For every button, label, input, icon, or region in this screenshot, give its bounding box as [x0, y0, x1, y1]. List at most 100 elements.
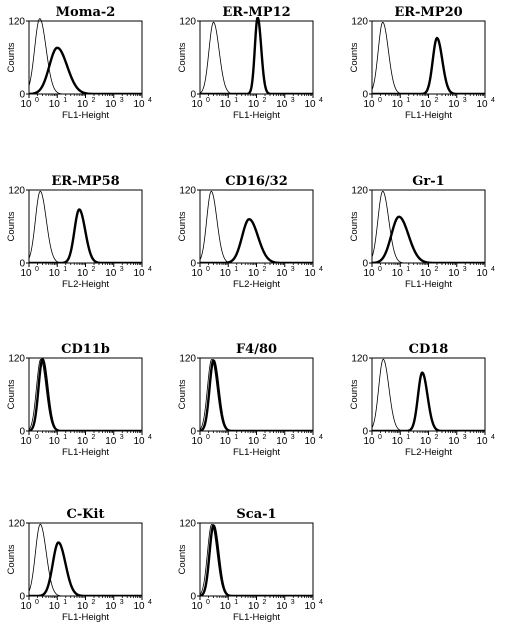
- y-axis-label: Counts: [177, 379, 188, 409]
- x-tick-exponent: 1: [63, 97, 67, 104]
- x-tick-label: 10: [420, 268, 432, 279]
- stained-histogram-curve: [200, 524, 313, 596]
- panel-title: Moma-2: [56, 5, 116, 20]
- y-axis-label: Counts: [177, 544, 188, 574]
- x-tick-label: 10: [304, 268, 316, 279]
- x-tick-exponent: 3: [120, 266, 124, 273]
- x-tick-exponent: 0: [206, 266, 210, 273]
- x-tick-label: 10: [105, 99, 117, 110]
- y-axis-label: Counts: [6, 211, 17, 241]
- x-tick-label: 10: [304, 601, 316, 612]
- stained-histogram-curve: [29, 46, 142, 94]
- x-tick-label: 10: [392, 99, 404, 110]
- y-tick-label: 0: [19, 90, 25, 101]
- control-histogram-curve: [29, 190, 142, 263]
- panel-title: Sca-1: [236, 507, 276, 522]
- plot-frame: [371, 189, 486, 264]
- x-tick-exponent: 0: [206, 599, 210, 606]
- x-tick-exponent: 0: [35, 599, 39, 606]
- x-tick-exponent: 3: [291, 266, 295, 273]
- control-histogram-curve: [29, 18, 142, 94]
- x-tick-label: 10: [363, 268, 375, 279]
- y-axis-label: Counts: [6, 544, 17, 574]
- y-axis-label: Counts: [177, 211, 188, 241]
- y-axis-label: Counts: [349, 211, 360, 241]
- panel-title: CD11b: [61, 342, 110, 357]
- x-tick-exponent: 4: [319, 599, 323, 606]
- x-tick-label: 10: [49, 601, 61, 612]
- x-tick-exponent: 0: [35, 434, 39, 441]
- x-tick-exponent: 4: [491, 97, 495, 104]
- y-tick-label: 120: [8, 186, 25, 197]
- y-axis-label: Counts: [177, 42, 188, 72]
- panel-title: F4/80: [236, 342, 277, 357]
- x-axis-label: FL1-Height: [62, 110, 109, 121]
- x-tick-label: 10: [392, 268, 404, 279]
- x-tick-label: 10: [448, 436, 460, 447]
- x-tick-exponent: 3: [120, 434, 124, 441]
- panel-title: CD18: [409, 342, 449, 357]
- x-tick-label: 10: [77, 99, 89, 110]
- x-tick-label: 10: [220, 436, 232, 447]
- control-histogram-curve: [200, 358, 313, 431]
- x-tick-label: 10: [191, 601, 203, 612]
- x-tick-label: 10: [191, 99, 203, 110]
- x-axis-label: FL2-Height: [62, 279, 109, 290]
- y-tick-label: 0: [362, 90, 368, 101]
- y-tick-label: 120: [351, 354, 368, 365]
- panel-title: ER-MP20: [394, 5, 462, 20]
- x-tick-label: 10: [49, 99, 61, 110]
- y-tick-label: 120: [179, 519, 196, 530]
- x-tick-exponent: 0: [206, 434, 210, 441]
- y-tick-label: 120: [8, 519, 25, 530]
- x-tick-label: 10: [248, 436, 260, 447]
- x-tick-exponent: 2: [435, 266, 439, 273]
- x-tick-exponent: 2: [92, 266, 96, 273]
- x-tick-exponent: 3: [463, 266, 467, 273]
- stained-histogram-curve: [372, 371, 485, 431]
- control-histogram-curve: [372, 190, 485, 263]
- x-tick-exponent: 0: [378, 434, 382, 441]
- x-tick-exponent: 3: [120, 599, 124, 606]
- x-axis-label: FL2-Height: [233, 279, 280, 290]
- x-axis-label: FL1-Height: [233, 612, 280, 623]
- y-tick-label: 120: [8, 354, 25, 365]
- x-tick-label: 10: [363, 99, 375, 110]
- x-tick-exponent: 4: [148, 434, 152, 441]
- x-tick-label: 10: [248, 99, 260, 110]
- x-tick-exponent: 3: [291, 599, 295, 606]
- y-tick-label: 0: [19, 592, 25, 603]
- x-tick-label: 10: [248, 268, 260, 279]
- y-axis-label: Counts: [6, 379, 17, 409]
- x-tick-exponent: 3: [120, 97, 124, 104]
- stained-histogram-curve: [200, 17, 313, 94]
- x-axis-label: FL2-Height: [405, 447, 452, 458]
- x-tick-exponent: 1: [406, 434, 410, 441]
- x-tick-exponent: 2: [263, 97, 267, 104]
- stained-histogram-curve: [29, 208, 142, 263]
- y-tick-label: 0: [19, 427, 25, 438]
- x-tick-exponent: 2: [435, 434, 439, 441]
- x-tick-label: 10: [476, 436, 488, 447]
- x-tick-label: 10: [20, 436, 32, 447]
- x-axis-label: FL1-Height: [405, 110, 452, 121]
- x-tick-label: 10: [276, 268, 288, 279]
- x-tick-exponent: 0: [378, 266, 382, 273]
- panel-title: C-Kit: [67, 507, 105, 522]
- x-tick-label: 10: [20, 601, 32, 612]
- y-tick-label: 120: [351, 17, 368, 28]
- control-histogram-curve: [200, 523, 313, 596]
- x-tick-exponent: 1: [63, 434, 67, 441]
- x-tick-label: 10: [248, 601, 260, 612]
- x-tick-label: 10: [133, 99, 145, 110]
- x-axis-label: FL1-Height: [62, 612, 109, 623]
- x-tick-label: 10: [220, 268, 232, 279]
